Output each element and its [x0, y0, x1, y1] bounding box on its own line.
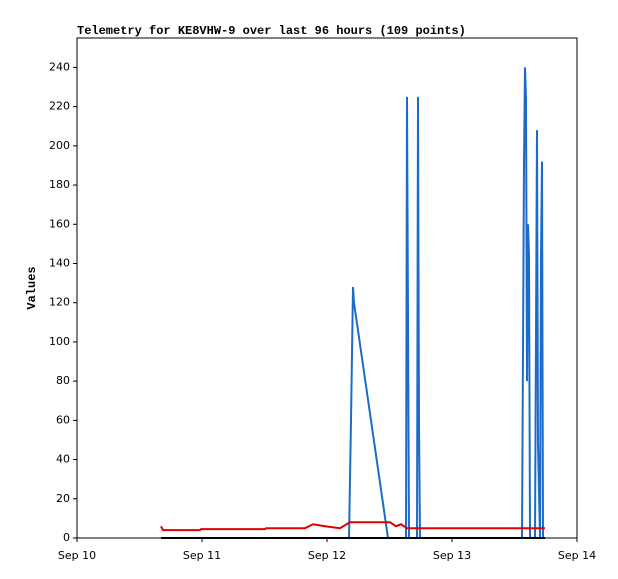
series-line — [348, 67, 544, 539]
x-tick-label: Sep 12 — [308, 549, 346, 562]
x-tick-label: Sep 11 — [183, 549, 221, 562]
y-tick-label: 200 — [49, 139, 70, 152]
series-line — [160, 521, 545, 532]
y-tick-label: 20 — [56, 492, 70, 505]
x-tick-label: Sep 10 — [58, 549, 96, 562]
y-tick-label: 40 — [56, 453, 70, 466]
y-tick-label: 240 — [49, 60, 70, 73]
y-tick-label: 80 — [56, 374, 70, 387]
y-tick-label: 160 — [49, 217, 70, 230]
y-tick-label: 60 — [56, 413, 70, 426]
plot-frame — [76, 37, 578, 539]
y-tick-label: 100 — [49, 335, 70, 348]
x-tick-label: Sep 13 — [433, 549, 471, 562]
y-tick-label: 140 — [49, 256, 70, 269]
y-tick-label: 120 — [49, 296, 70, 309]
y-tick-label: 220 — [49, 100, 70, 113]
y-axis-label: Values — [25, 266, 39, 309]
x-tick-label: Sep 14 — [558, 549, 596, 562]
y-tick-label: 0 — [63, 531, 70, 544]
y-tick-label: 180 — [49, 178, 70, 191]
chart-title: Telemetry for KE8VHW-9 over last 96 hour… — [77, 24, 466, 38]
